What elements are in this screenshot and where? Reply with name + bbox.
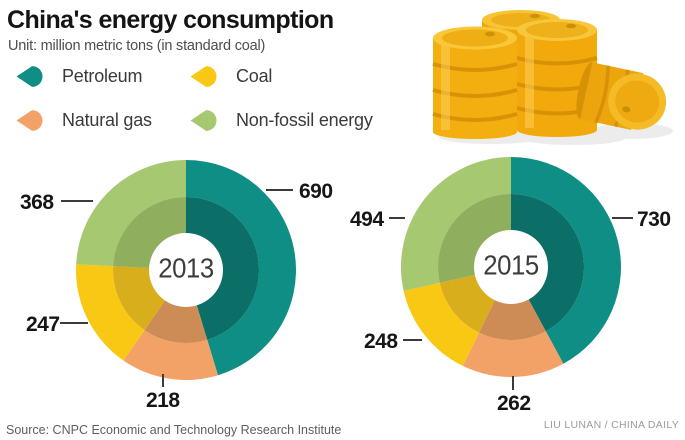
- donut-chart-2013: [76, 160, 296, 380]
- callout-line-494: [389, 217, 405, 219]
- slice-natural-gas-inner-2013: [144, 300, 208, 344]
- callout-value-petroleum-2015: 730: [637, 208, 671, 231]
- fan-shape: [190, 110, 217, 131]
- callout-line-690: [266, 189, 293, 191]
- slice-petroleum-inner-2013: [186, 197, 260, 340]
- slice-non-fossil-energy-outer-2015: [401, 157, 511, 291]
- legend-item-non-fossil: Non-fossil energy: [184, 107, 373, 134]
- year-label-2013: 2013: [158, 252, 214, 284]
- slice-coal-outer-2015: [403, 282, 480, 366]
- callout-line-262: [512, 376, 514, 390]
- legend-item-coal: Coal: [184, 63, 272, 90]
- donut-chart-2015: [401, 157, 621, 377]
- callout-line-247: [60, 322, 88, 324]
- slice-petroleum-inner-2015: [511, 194, 585, 332]
- slice-natural-gas-outer-2013: [123, 330, 218, 380]
- barrel-upright-right: [516, 19, 598, 137]
- fan-shape: [16, 110, 43, 131]
- barrel-upright-left: [432, 26, 518, 139]
- callout-value-coal-2013: 247: [26, 313, 60, 336]
- slice-non-fossil-energy-outer-2013: [76, 160, 186, 267]
- fan-shape: [190, 66, 217, 87]
- callout-value-nonfossil-2013: 368: [20, 191, 54, 214]
- fan-shape: [16, 66, 43, 87]
- callout-line-368: [61, 200, 93, 202]
- legend-label: Non-fossil energy: [236, 110, 373, 130]
- unit-note: Unit: million metric tons (in standard c…: [8, 38, 266, 54]
- legend-label: Coal: [236, 66, 273, 86]
- legend-item-petroleum: Petroleum: [10, 63, 142, 90]
- oil-barrels-illustration: [432, 10, 673, 145]
- slice-natural-gas-inner-2015: [479, 299, 546, 341]
- callout-line-248: [403, 339, 422, 341]
- legend-item-natural-gas: Natural gas: [10, 107, 152, 134]
- page-title: China's energy consumption: [7, 6, 334, 34]
- coal-swatch-icon: [190, 66, 217, 87]
- non-fossil-swatch-icon: [190, 110, 217, 131]
- callout-line-218: [162, 374, 164, 387]
- slice-coal-outer-2013: [76, 264, 145, 361]
- legend-label: Petroleum: [62, 66, 143, 86]
- photo-credit: LIU LUNAN / CHINA DAILY: [543, 419, 679, 431]
- year-label-2015: 2015: [483, 249, 539, 281]
- natural-gas-swatch-icon: [16, 110, 43, 131]
- petroleum-swatch-icon: [16, 66, 43, 87]
- slice-coal-inner-2015: [439, 275, 495, 333]
- callout-value-coal-2015: 248: [364, 330, 398, 353]
- slice-petroleum-outer-2013: [186, 160, 296, 376]
- slice-natural-gas-outer-2015: [462, 331, 564, 377]
- barrel-lying: [576, 62, 667, 130]
- slice-coal-inner-2013: [112, 266, 165, 331]
- callout-value-naturalgas-2015: 262: [497, 392, 531, 415]
- slice-non-fossil-energy-inner-2013: [113, 197, 186, 269]
- slice-petroleum-outer-2015: [511, 157, 621, 364]
- callout-line-730: [612, 217, 633, 219]
- slice-non-fossil-energy-inner-2015: [438, 194, 511, 283]
- callout-value-nonfossil-2015: 494: [350, 208, 384, 231]
- callout-value-petroleum-2013: 690: [299, 180, 333, 203]
- legend-label: Natural gas: [62, 110, 152, 130]
- callout-value-naturalgas-2013: 218: [146, 389, 180, 412]
- source-credit: Source: CNPC Economic and Technology Res…: [6, 423, 342, 437]
- barrel-shadow: [593, 123, 673, 139]
